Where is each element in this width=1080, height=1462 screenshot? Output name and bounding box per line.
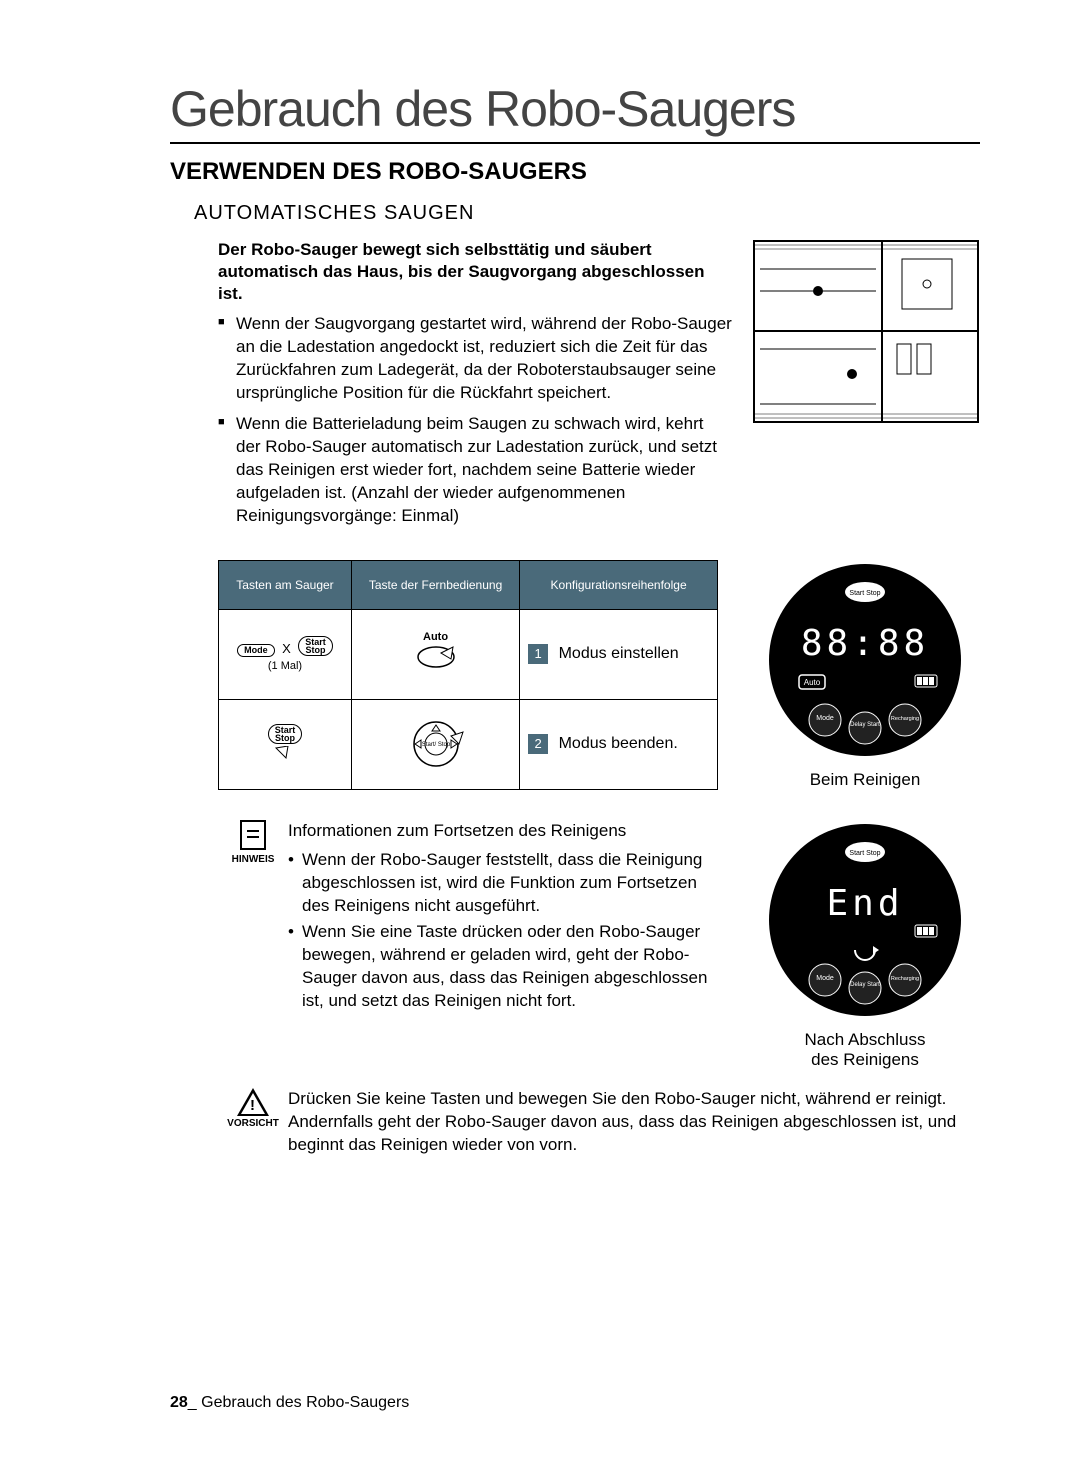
note-bullet: Wenn Sie eine Taste drücken oder den Rob… [288,921,720,1013]
remote-dpad-icon: Start/ Stop [401,714,471,774]
page-footer: 28_ Gebrauch des Robo-Saugers [170,1394,409,1412]
caution-icon-column: ! VORSICHT [218,1088,288,1157]
remote-end-figure: Start Stop End Mode Delay Start Rechargi… [750,820,980,1070]
subsection-title: AUTOMATISCHES SAUGEN [194,202,980,225]
start-stop-button-icon: Start Stop [268,724,303,744]
note-icon [240,820,266,850]
table-row: Start Stop Start/ Stop [219,699,718,789]
table-row: Mode X Start Stop (1 Mal) Auto 1 Modus e… [219,609,718,699]
caution-icon: ! [237,1088,269,1116]
page-title: Gebrauch des Robo-Saugers [170,80,980,144]
step-number: 2 [528,734,548,754]
svg-text:Mode: Mode [816,715,834,722]
table-header: Tasten am Sauger [219,560,352,609]
svg-text:Recharging: Recharging [891,976,919,982]
svg-text:Mode: Mode [816,975,834,982]
intro-text: Der Robo-Sauger bewegt sich selbsttätig … [218,239,752,536]
svg-text:Start Stop: Start Stop [849,850,880,857]
config-row: Tasten am Sauger Taste der Fernbedienung… [218,560,980,790]
caution-block: ! VORSICHT Drücken Sie keine Tasten und … [218,1088,980,1157]
svg-text:Delay Start: Delay Start [850,722,880,728]
table-header: Taste der Fernbedienung [351,560,519,609]
svg-text:Start Stop: Start Stop [849,590,880,597]
table-header: Konfigurationsreihenfolge [520,560,718,609]
note-block: HINWEIS Informationen zum Fortsetzen des… [218,820,980,1070]
svg-text:88:88: 88:88 [801,623,929,664]
svg-text:Recharging: Recharging [891,716,919,722]
footer-text: Gebrauch des Robo-Saugers [201,1394,409,1411]
svg-text:Start/ Stop: Start/ Stop [421,742,450,748]
intro-bullet: Wenn die Batterieladung beim Saugen zu s… [218,413,732,528]
remote-display-end: Start Stop End Mode Delay Start Rechargi… [765,820,965,1020]
caution-text: Drücken Sie keine Tasten und bewegen Sie… [288,1088,980,1157]
separator: X [282,641,291,656]
section-title: VERWENDEN DES ROBO-SAUGERS [170,158,980,186]
note-bullet: Wenn der Robo-Sauger feststellt, dass di… [288,849,720,918]
note-text: Informationen zum Fortsetzen des Reinige… [288,820,720,1070]
floorplan-illustration [752,239,980,424]
mode-button-icon: Mode [237,644,275,657]
config-table: Tasten am Sauger Taste der Fernbedienung… [218,560,718,790]
step-text: Modus beenden. [559,735,678,752]
remote-button-cell: Start/ Stop [351,699,519,789]
step-number: 1 [528,644,548,664]
svg-text:Delay Start: Delay Start [850,982,880,988]
intro-bold: Der Robo-Sauger bewegt sich selbsttätig … [218,239,732,305]
note-left: HINWEIS Informationen zum Fortsetzen des… [218,820,720,1070]
note-title: Informationen zum Fortsetzen des Reinige… [288,820,720,843]
step-cell: 2 Modus beenden. [520,699,718,789]
intro-bullet: Wenn der Saugvorgang gestartet wird, wäh… [218,313,732,405]
remote-caption: Nach Abschluss des Reinigens [750,1030,980,1070]
vacuum-buttons-cell: Mode X Start Stop (1 Mal) [219,609,352,699]
intro-block: Der Robo-Sauger bewegt sich selbsttätig … [218,239,980,536]
step-cell: 1 Modus einstellen [520,609,718,699]
intro-bullet-list: Wenn der Saugvorgang gestartet wird, wäh… [218,313,732,527]
svg-text:End: End [826,883,903,924]
step-text: Modus einstellen [559,645,679,662]
remote-cleaning-figure: Start Stop 88:88 Auto Mode Delay Start R… [750,560,980,790]
note-label: HINWEIS [218,854,288,865]
remote-press-icon [411,643,461,677]
start-stop-button-icon: Start Stop [298,636,333,656]
note-icon-column: HINWEIS [218,820,288,1070]
page-number: 28 [170,1394,188,1411]
vacuum-buttons-cell: Start Stop [219,699,352,789]
remote-caption: Beim Reinigen [750,770,980,790]
hand-icon [272,746,298,764]
remote-display-cleaning: Start Stop 88:88 Auto Mode Delay Start R… [765,560,965,760]
caution-label: VORSICHT [218,1118,288,1129]
remote-button-cell: Auto [351,609,519,699]
svg-text:Auto: Auto [804,678,821,687]
